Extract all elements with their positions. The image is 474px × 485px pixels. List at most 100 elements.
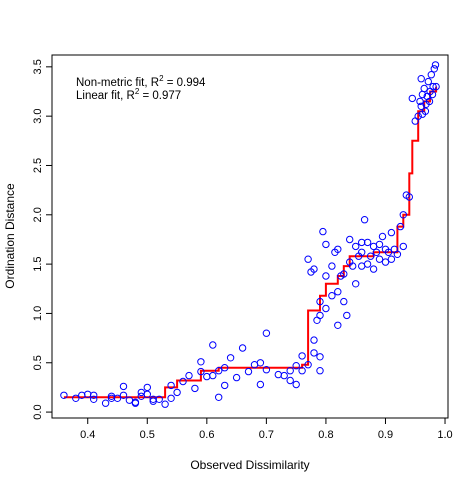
data-point-33 <box>209 341 217 349</box>
data-point-111 <box>408 94 416 103</box>
data-point-117 <box>420 84 428 93</box>
data-point-113 <box>414 112 422 120</box>
data-point-0 <box>60 391 68 399</box>
data-point-68 <box>322 272 330 280</box>
data-point-73 <box>334 245 342 254</box>
data-point-48 <box>280 371 288 380</box>
data-point-97 <box>375 255 384 263</box>
data-point-49 <box>286 376 294 385</box>
data-point-126 <box>417 75 425 83</box>
y-tick-label-4: 2.0 <box>32 207 44 222</box>
data-point-92 <box>366 252 375 260</box>
data-point-108 <box>399 242 407 251</box>
data-point-105 <box>393 250 402 259</box>
data-point-130 <box>418 110 427 118</box>
data-point-38 <box>226 354 235 362</box>
y-tick-label-3: 1.5 <box>32 256 44 271</box>
data-point-18 <box>143 390 152 398</box>
data-point-98 <box>378 232 387 241</box>
data-point-122 <box>427 71 435 79</box>
x-axis: 0.4 0.5 0.6 0.7 0.8 0.9 1.0 <box>80 418 453 441</box>
data-point-47 <box>274 370 282 379</box>
data-point-59 <box>316 367 324 375</box>
data-point-107 <box>399 211 407 219</box>
data-point-34 <box>215 393 223 401</box>
data-point-96 <box>375 240 384 249</box>
data-point-79 <box>343 311 351 320</box>
data-point-60 <box>304 255 312 263</box>
y-tick-label-5: 2.5 <box>32 158 44 173</box>
data-point-46 <box>262 366 271 374</box>
annotation-linear-fit: Linear fit, R2 = 0.977 <box>76 87 181 102</box>
x-axis-title: Observed Dissimilarity <box>190 458 309 472</box>
data-point-25 <box>173 388 181 397</box>
data-point-71 <box>328 262 336 270</box>
data-point-54 <box>298 352 306 360</box>
y-tick-label-6: 3.0 <box>32 109 44 124</box>
data-point-14 <box>131 399 140 407</box>
data-point-5 <box>90 395 98 403</box>
data-point-11 <box>119 391 128 399</box>
x-tick-label-2: 0.6 <box>199 429 214 441</box>
data-point-52 <box>292 362 300 370</box>
data-point-83 <box>352 242 360 251</box>
x-tick-label-4: 0.8 <box>318 429 333 441</box>
data-point-90 <box>363 260 372 268</box>
data-point-84 <box>352 280 360 288</box>
data-point-131 <box>432 82 440 91</box>
data-point-69 <box>322 304 330 313</box>
x-tick-label-6: 1.0 <box>437 429 452 441</box>
plot-frame <box>51 54 449 419</box>
y-tick-label-2: 1.0 <box>32 306 44 321</box>
points-layer <box>60 61 440 408</box>
data-point-120 <box>424 77 432 86</box>
data-point-6 <box>101 399 110 407</box>
data-point-91 <box>363 238 372 247</box>
data-point-70 <box>328 292 336 300</box>
data-point-39 <box>232 373 241 382</box>
data-point-110 <box>405 193 413 201</box>
data-point-35 <box>215 367 223 375</box>
data-point-95 <box>372 248 381 257</box>
data-point-4 <box>90 391 98 399</box>
y-tick-label-7: 3.5 <box>32 59 44 74</box>
data-point-36 <box>221 381 229 390</box>
data-point-129 <box>428 90 437 99</box>
x-tick-label-3: 0.7 <box>259 429 274 441</box>
data-point-41 <box>244 367 253 376</box>
data-point-26 <box>179 377 187 386</box>
data-point-115 <box>417 102 425 111</box>
data-point-102 <box>387 228 396 237</box>
data-point-125 <box>431 61 440 69</box>
data-point-77 <box>340 270 348 278</box>
data-point-100 <box>381 258 390 266</box>
data-point-65 <box>316 311 324 320</box>
data-point-40 <box>238 344 247 352</box>
data-point-94 <box>369 265 378 273</box>
data-point-55 <box>304 361 312 369</box>
data-point-10 <box>119 382 128 391</box>
annotation-nonmetric-fit: Non-metric fit, R2 = 0.994 <box>76 74 206 89</box>
data-point-29 <box>197 358 205 366</box>
data-point-24 <box>167 394 175 402</box>
data-point-82 <box>349 262 357 270</box>
data-point-30 <box>197 367 205 376</box>
data-point-66 <box>319 227 327 236</box>
data-point-57 <box>310 336 318 344</box>
x-tick-label-0: 0.4 <box>80 429 95 441</box>
data-point-17 <box>143 383 152 392</box>
data-point-43 <box>256 359 265 367</box>
step-fit-line <box>63 86 438 399</box>
y-axis-title: Ordination Distance <box>3 183 17 289</box>
data-point-62 <box>310 265 318 273</box>
data-point-28 <box>191 384 199 393</box>
data-point-9 <box>113 394 122 402</box>
data-point-89 <box>360 216 369 224</box>
data-point-1 <box>72 394 80 402</box>
data-point-32 <box>209 371 217 380</box>
data-point-123 <box>429 82 437 91</box>
data-point-27 <box>185 371 193 380</box>
y-axis: 0.0 0.5 1.0 1.5 2.0 2.5 3.0 3.5 <box>32 59 52 420</box>
data-point-80 <box>346 235 354 244</box>
